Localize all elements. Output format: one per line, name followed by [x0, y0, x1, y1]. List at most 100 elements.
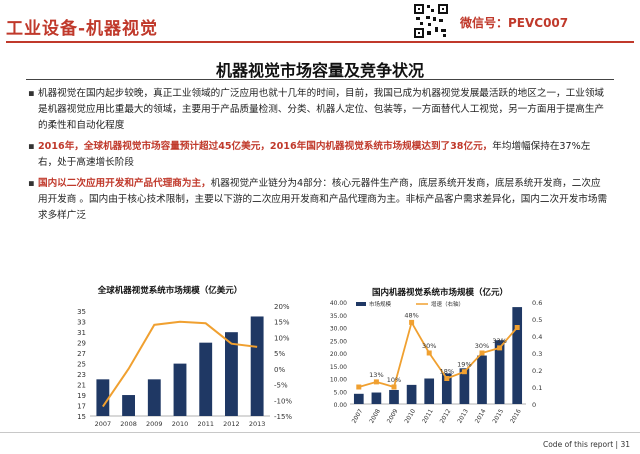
- bullet-text: 机器视觉在国内起步较晚，真正工业领域的广泛应用也就十几年的时间，目前，我国已成为…: [38, 88, 605, 131]
- growth-marker: [426, 350, 432, 356]
- y-tick-label: 35: [77, 308, 86, 316]
- y2-tick-label: 10%: [274, 334, 290, 342]
- data-label: 18%: [440, 368, 454, 376]
- y-tick-label: 10.00: [330, 377, 347, 384]
- y2-tick-label: 0.6: [532, 299, 542, 307]
- growth-marker: [461, 369, 467, 375]
- bar: [371, 392, 382, 404]
- y2-tick-label: 0.3: [532, 350, 542, 358]
- x-tick-label: 2009: [146, 420, 163, 428]
- bullet-text: 年均增幅保持在37%左右，处于高速增长阶段: [38, 141, 591, 168]
- bar: [225, 332, 238, 416]
- x-tick-label: 2008: [368, 408, 382, 425]
- slide-title: 机器视觉市场容量及竞争状况: [215, 61, 424, 80]
- y-tick-label: 15.00: [330, 364, 347, 371]
- chart-title-global: 全球机器视觉系统市场规模（亿美元）: [97, 286, 243, 296]
- data-label: 10%: [387, 376, 401, 384]
- y2-tick-label: 15%: [274, 319, 290, 327]
- x-tick-label: 2010: [403, 408, 417, 425]
- bar: [173, 363, 187, 416]
- data-label: 33%: [492, 337, 506, 345]
- y-tick-label: 31: [77, 329, 86, 337]
- bar: [424, 378, 435, 404]
- x-tick-label: 2015: [491, 408, 505, 425]
- bar: [199, 342, 213, 416]
- y2-tick-label: 0: [532, 401, 536, 409]
- bar: [477, 355, 487, 404]
- x-tick-label: 2011: [421, 408, 435, 425]
- bullet-text: 机器视觉产业链分为4部分：核心元器件生产商，底层系统开发商，底层系统开发商，二次…: [38, 178, 608, 221]
- y2-tick-label: 0.5: [532, 316, 542, 324]
- y-tick-label: 40.00: [330, 300, 347, 307]
- data-label: 48%: [404, 311, 418, 319]
- header-title: 工业设备-机器视觉: [6, 19, 159, 39]
- x-tick-label: 2014: [474, 408, 488, 425]
- bar: [96, 379, 110, 416]
- y-tick-label: 0.00: [334, 402, 348, 409]
- y-tick-label: 15: [77, 413, 86, 421]
- bar: [353, 393, 364, 404]
- y2-tick-label: -15%: [274, 413, 292, 421]
- x-tick-label: 2016: [509, 408, 523, 425]
- bullet-item: ▪ 机器视觉在国内起步较晚，真正工业领域的广泛应用也就十几年的时间，目前，我国已成…: [28, 86, 608, 134]
- bullet-dot-icon: ▪: [28, 141, 35, 152]
- bullet-item: ▪ 2016年，全球机器视觉市场容量预计超过45亿美元，2016年国内机器视觉系统…: [28, 139, 608, 171]
- y-tick-label: 21: [77, 382, 86, 390]
- growth-marker: [497, 345, 503, 351]
- footer-divider: [0, 432, 640, 433]
- y-tick-label: 27: [77, 350, 86, 358]
- y2-tick-label: -10%: [274, 397, 292, 405]
- bar: [389, 389, 399, 404]
- growth-marker: [409, 319, 415, 325]
- y-tick-label: 25: [77, 361, 86, 369]
- y-tick-label: 20.00: [330, 351, 347, 358]
- y-tick-label: 19: [77, 392, 86, 400]
- x-tick-label: 2008: [120, 420, 137, 428]
- legend-label: 增速（右轴）: [431, 300, 464, 308]
- bar: [406, 384, 417, 404]
- bar: [147, 379, 161, 416]
- legend-swatch-bar: [356, 302, 366, 306]
- bullet-dot-icon: ▪: [28, 88, 35, 99]
- bullet-list: ▪ 机器视觉在国内起步较晚，真正工业领域的广泛应用也就十几年的时间，目前，我国已成…: [28, 86, 608, 229]
- y-tick-label: 25.00: [330, 338, 347, 345]
- y2-tick-label: 0%: [274, 366, 285, 374]
- x-tick-label: 2007: [95, 420, 112, 428]
- growth-line: [358, 320, 518, 389]
- bullet-dot-icon: ▪: [28, 178, 35, 189]
- y-tick-label: 30.00: [330, 326, 347, 333]
- bar: [250, 316, 264, 416]
- y2-tick-label: 5%: [274, 350, 285, 358]
- growth-marker: [373, 379, 379, 385]
- data-label: 30%: [422, 342, 436, 350]
- title-underline: [26, 79, 614, 80]
- growth-marker: [479, 350, 485, 356]
- x-tick-label: 2013: [249, 420, 266, 428]
- qr-code: [413, 3, 449, 39]
- y-tick-label: 5.00: [334, 389, 348, 396]
- chart-title-domestic: 国内机器视觉系统市场规模（亿元）: [371, 288, 508, 298]
- x-tick-label: 2011: [197, 420, 214, 428]
- x-tick-label: 2012: [223, 420, 240, 428]
- chart-domestic-market: 0.00 5.00 10.00 15.00 20.00 25.00 30.00 35.00 40…: [330, 299, 543, 425]
- bullet-highlight: 2016年，全球机器视觉市场容量预计超过45亿美元，2016年国内机器视觉系统市…: [38, 141, 493, 152]
- data-label: 19%: [457, 361, 471, 369]
- y-tick-label: 17: [77, 403, 86, 411]
- footer-page-info: Code of this report | 31: [542, 440, 630, 449]
- bar: [122, 395, 135, 416]
- y2-tick-label: 0.2: [532, 367, 542, 375]
- x-tick-label: 2010: [172, 420, 189, 428]
- x-tick-label: 2013: [456, 408, 470, 425]
- y2-tick-label: 0.1: [532, 384, 542, 392]
- y-tick-label: 23: [77, 371, 86, 379]
- y-tick-label: 35.00: [330, 313, 347, 320]
- bullet-item: ▪ 国内以二次应用开发和产品代理商为主，机器视觉产业链分为4部分：核心元器件生产商…: [28, 176, 608, 224]
- header-divider: [6, 41, 634, 43]
- wechat-id: 微信号：PEVC007: [460, 16, 569, 30]
- y2-tick-label: -5%: [274, 382, 288, 390]
- bar: [494, 340, 505, 404]
- chart-global-market: 15 17 19 21 23 25 27 29 31 33 35 20% 15% 10% 5% 0% -5% -1…: [77, 303, 292, 428]
- growth-marker: [356, 384, 362, 390]
- legend-label: 市场规模: [369, 300, 392, 308]
- y2-tick-label: 20%: [274, 303, 290, 311]
